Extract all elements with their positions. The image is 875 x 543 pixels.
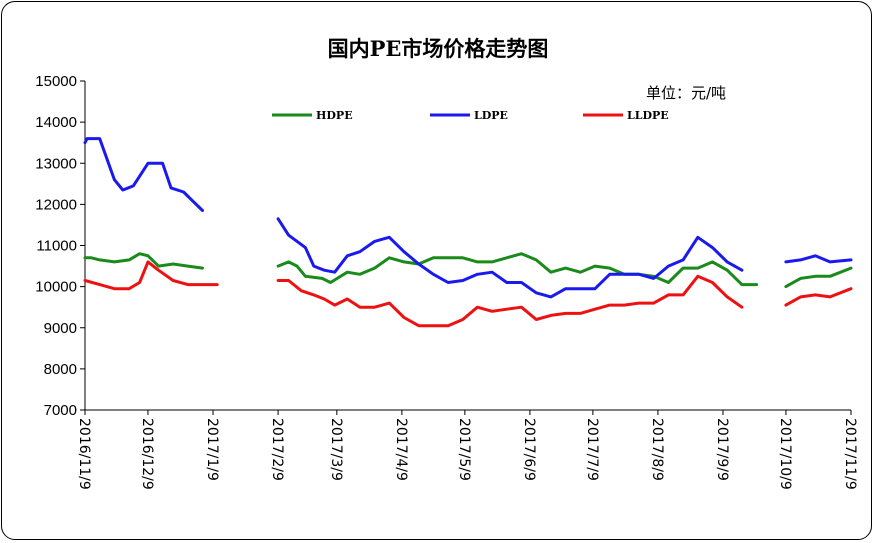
series-line-hdpe xyxy=(784,266,853,289)
y-tick-label: 14000 xyxy=(35,114,77,131)
series-line-ldpe xyxy=(276,217,744,299)
series-ldpe xyxy=(83,137,853,299)
legend-label-ldpe: LDPE xyxy=(474,109,508,122)
x-tick-label: 2017/2/9 xyxy=(269,418,285,481)
legend-label-hdpe: HDPE xyxy=(316,109,353,122)
series-line-ldpe xyxy=(784,254,853,264)
series-line-lldpe xyxy=(83,260,219,291)
legend: HDPE LDPE LLDPE xyxy=(272,109,669,122)
chart-title: 国内PE市场价格走势图 xyxy=(328,36,549,61)
x-tick-label: 2017/6/9 xyxy=(521,418,537,481)
axes: 7000 8000 9000 10000 11000 12000 13000 14000 150… xyxy=(35,73,858,490)
series-line-lldpe xyxy=(784,287,853,307)
series-layer xyxy=(83,137,853,328)
x-tick-label: 2017/9/9 xyxy=(714,418,730,481)
x-tick-label: 2017/1/9 xyxy=(204,418,220,481)
series-line-ldpe xyxy=(83,137,204,212)
x-tick-label: 2017/11/9 xyxy=(842,418,858,490)
y-tick-label: 7000 xyxy=(44,402,77,419)
x-tick-label: 2016/12/9 xyxy=(139,418,155,490)
series-line-hdpe xyxy=(276,252,759,287)
y-tick-label: 10000 xyxy=(35,279,77,296)
series-line-lldpe xyxy=(276,274,744,328)
legend-label-lldpe: LLDPE xyxy=(627,109,669,122)
series-line-hdpe xyxy=(83,252,204,270)
y-tick-label: 8000 xyxy=(44,361,77,378)
unit-label: 单位：元/吨 xyxy=(646,84,726,102)
x-tick-label: 2017/10/9 xyxy=(777,418,793,490)
x-tick-label: 2017/7/9 xyxy=(584,418,600,481)
x-tick-label: 2017/8/9 xyxy=(649,418,665,481)
x-tick-label: 2016/11/9 xyxy=(76,418,92,490)
x-tick-label: 2017/5/9 xyxy=(456,418,472,481)
x-tick-label: 2017/4/9 xyxy=(393,418,409,481)
y-tick-label: 13000 xyxy=(35,155,77,172)
y-tick-label: 15000 xyxy=(35,73,77,90)
y-tick-label: 12000 xyxy=(35,196,77,213)
series-lldpe xyxy=(83,260,853,328)
x-tick-label: 2017/3/9 xyxy=(328,418,344,481)
y-tick-label: 11000 xyxy=(36,238,77,255)
series-hdpe xyxy=(83,252,853,289)
y-tick-label: 9000 xyxy=(44,320,77,337)
